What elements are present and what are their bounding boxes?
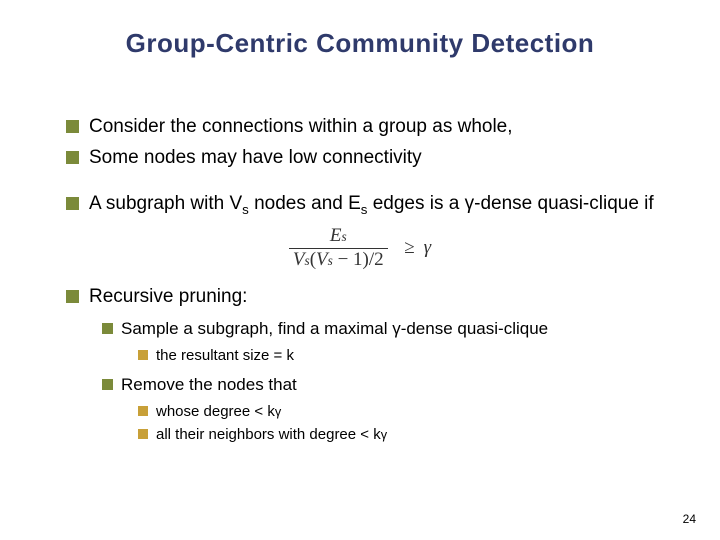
formula-block: Es Vs(Vs − 1)/2 ≥ γ [50, 226, 670, 271]
b3-mid: nodes and E [249, 193, 361, 214]
b3-pre: A subgraph with V [89, 193, 242, 214]
bullet-4-text: Recursive pruning: [89, 285, 247, 310]
square-bullet-icon [102, 323, 113, 334]
bullet-2: Some nodes may have low connectivity [66, 146, 670, 171]
bullet-4b1-text: whose degree < kγ [156, 402, 281, 422]
bullet-4b-text: Remove the nodes that [121, 374, 297, 396]
bullet-4a1-text: the resultant size = k [156, 346, 294, 366]
rhs-gamma: γ [424, 237, 432, 258]
b4b1-gamma: γ [275, 404, 281, 419]
square-bullet-icon [138, 429, 148, 439]
numerator: Es [289, 226, 388, 249]
slide-title: Group-Centric Community Detection [50, 28, 670, 59]
num-E: E [330, 225, 342, 246]
b3-tail: -dense quasi-clique if [474, 193, 654, 214]
den-tail: − 1)/2 [333, 249, 384, 270]
square-bullet-icon [66, 151, 79, 164]
den-V1: V [293, 249, 305, 270]
bullet-4b2: all their neighbors with degree < kγ [138, 425, 670, 445]
bullet-4a: Sample a subgraph, find a maximal γ-dens… [102, 318, 670, 340]
bullet-4: Recursive pruning: [66, 285, 670, 310]
b3-sub-s1: s [242, 202, 249, 217]
b4b1-pre: whose degree < k [156, 403, 275, 420]
square-bullet-icon [66, 120, 79, 133]
slide-container: Group-Centric Community Detection Consid… [0, 0, 720, 540]
bullet-1-text: Consider the connections within a group … [89, 115, 513, 140]
square-bullet-icon [102, 379, 113, 390]
denominator: Vs(Vs − 1)/2 [289, 249, 388, 271]
page-number: 24 [683, 512, 696, 526]
square-bullet-icon [138, 350, 148, 360]
b4b2-gamma: γ [381, 427, 387, 442]
square-bullet-icon [138, 406, 148, 416]
bullet-4a-text: Sample a subgraph, find a maximal γ-dens… [121, 318, 548, 340]
b3-gamma: γ [465, 193, 475, 214]
square-bullet-icon [66, 290, 79, 303]
b3-post: edges is a [367, 193, 464, 214]
b4b2-pre: all their neighbors with degree < k [156, 426, 381, 443]
bullet-1: Consider the connections within a group … [66, 115, 670, 140]
geq-sign: ≥ [404, 237, 414, 258]
bullet-4b: Remove the nodes that [102, 374, 670, 396]
bullet-4b1: whose degree < kγ [138, 402, 670, 422]
square-bullet-icon [66, 197, 79, 210]
fraction: Es Vs(Vs − 1)/2 [289, 226, 388, 271]
bullet-4a1: the resultant size = k [138, 346, 670, 366]
bullet-2-text: Some nodes may have low connectivity [89, 146, 422, 171]
formula: Es Vs(Vs − 1)/2 ≥ γ [289, 226, 431, 271]
num-s: s [341, 229, 346, 244]
bullet-3-text: A subgraph with Vs nodes and Es edges is… [89, 192, 654, 218]
bullet-3: A subgraph with Vs nodes and Es edges is… [66, 192, 670, 218]
den-V2: V [316, 249, 328, 270]
bullet-4b2-text: all their neighbors with degree < kγ [156, 425, 387, 445]
